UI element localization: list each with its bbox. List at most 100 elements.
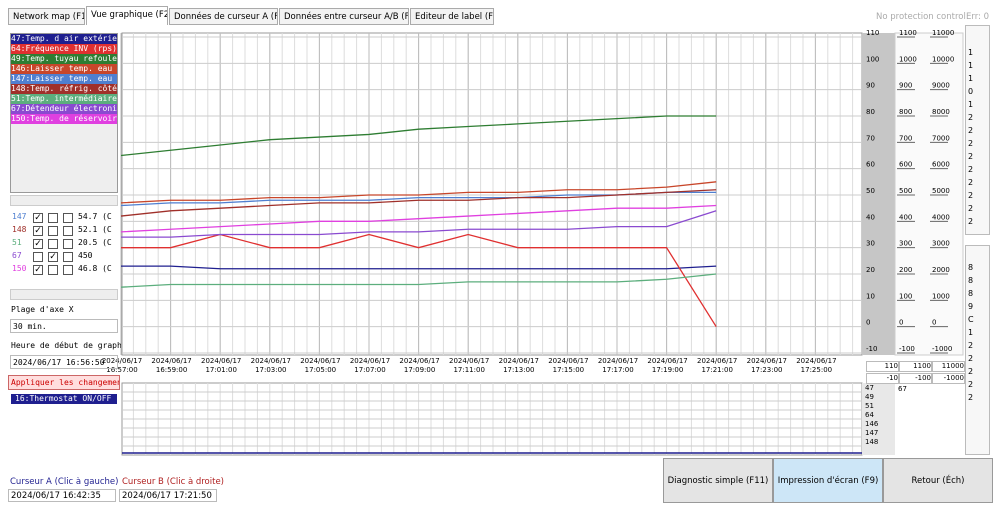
x-tick-label: 2024/06/17 17:23:00 xyxy=(746,357,787,374)
y2-tick-label: 1000 xyxy=(899,55,917,63)
tab[interactable]: Données entre curseur A/B (F4) xyxy=(279,8,409,25)
checkbox[interactable]: ✓ xyxy=(33,239,43,249)
y3-tick-label: 11000 xyxy=(932,29,954,37)
y3-tick-label: 8000 xyxy=(932,108,950,116)
checkbox[interactable]: ✓ xyxy=(48,252,58,262)
strip-char: 1 xyxy=(968,74,974,83)
tab[interactable]: Editeur de label (F5) xyxy=(410,8,494,25)
strip-char: 2 xyxy=(968,191,974,200)
button[interactable]: Retour (Éch) xyxy=(883,458,993,503)
x-tick-label: 2024/06/17 17:11:00 xyxy=(449,357,490,374)
button[interactable]: Impression d'écran (F9) xyxy=(773,458,883,503)
strip-char: 2 xyxy=(968,354,974,363)
strip xyxy=(965,245,990,455)
range-min: -1000 xyxy=(932,373,965,384)
strip-char: 2 xyxy=(968,204,974,213)
checkbox[interactable] xyxy=(63,265,73,275)
checkbox[interactable]: ✓ xyxy=(33,226,43,236)
checkbox[interactable] xyxy=(33,252,43,262)
x-tick-label: 2024/06/17 16:57:00 xyxy=(101,357,143,374)
strip-char: 2 xyxy=(968,380,974,389)
strip-char: 2 xyxy=(968,341,974,350)
y2-tick-label: 800 xyxy=(899,108,912,116)
y3-tick-label: -1000 xyxy=(932,345,952,353)
h-scrollbar xyxy=(10,195,118,206)
y2-tick-label: 0 xyxy=(899,319,903,327)
strip-char: 1 xyxy=(968,328,974,337)
input[interactable]: 2024/06/17 16:56:50 xyxy=(10,355,118,369)
legend-item: 64:Fréquence INV (rps) xyxy=(11,44,117,54)
cursor-b-label: Curseur B (Clic à droite) xyxy=(122,477,224,487)
row-value: 20.5 (C xyxy=(78,238,112,247)
select[interactable]: 30 min. xyxy=(10,319,118,333)
strip-char: 2 xyxy=(968,217,974,226)
strip-char: 2 xyxy=(968,139,974,148)
id-label: 146 xyxy=(865,420,879,428)
x-tick-label: 2024/06/17 17:15:00 xyxy=(548,357,589,374)
y-tick-label: 20 xyxy=(866,266,875,274)
range-min: -100 xyxy=(899,373,932,384)
y2-tick-label: 1100 xyxy=(899,29,917,37)
y2-tick-label: 500 xyxy=(899,187,912,195)
y-tick-label: 110 xyxy=(866,29,879,37)
apply-button[interactable]: Appliquer les changements xyxy=(8,375,120,390)
strip-char: 2 xyxy=(968,393,974,402)
axis-panel xyxy=(894,32,964,356)
checkbox[interactable]: ✓ xyxy=(33,265,43,275)
y-tick-label: 80 xyxy=(866,108,875,116)
x-tick-label: 2024/06/17 17:19:00 xyxy=(647,357,688,374)
y3-tick-label: 9000 xyxy=(932,82,950,90)
x-tick-label: 2024/06/17 17:03:00 xyxy=(250,357,291,374)
checkbox[interactable] xyxy=(63,226,73,236)
tab[interactable]: Network map (F1) xyxy=(8,8,85,25)
checkbox[interactable]: ✓ xyxy=(33,213,43,223)
x-tick-label: 2024/06/17 17:17:00 xyxy=(597,357,639,374)
series-line xyxy=(120,204,717,233)
series-line xyxy=(121,210,717,238)
row-value: 46.8 (C xyxy=(78,264,112,273)
x-tick-label: 2024/06/17 17:07:00 xyxy=(349,357,391,374)
row-id: 67 xyxy=(12,251,22,260)
x-tick-label: 2024/06/17 17:09:00 xyxy=(399,357,440,374)
strip-char: 1 xyxy=(968,48,974,57)
range-max: 1100 xyxy=(899,361,932,372)
checkbox[interactable] xyxy=(63,239,73,249)
strip-char: 9 xyxy=(968,302,974,311)
tab[interactable]: Données de curseur A (F3) xyxy=(169,8,278,25)
x-tick-label: 2024/06/17 17:25:00 xyxy=(796,357,837,374)
row-value: 52.1 (C xyxy=(78,225,112,234)
strip-char: 0 xyxy=(968,87,974,96)
strip-char: 2 xyxy=(968,165,974,174)
strip xyxy=(965,25,990,235)
range-max: 110 xyxy=(866,361,899,372)
id-label: 147 xyxy=(865,429,879,437)
y2-tick-label: 100 xyxy=(899,292,912,300)
id-label: 49 xyxy=(865,393,874,401)
label: Heure de début de graphe xyxy=(11,341,121,350)
series-line xyxy=(120,189,717,217)
checkbox[interactable] xyxy=(63,213,73,223)
y3-tick-label: 10000 xyxy=(932,55,954,63)
strip-char: 2 xyxy=(968,367,974,376)
y-tick-label: 100 xyxy=(866,55,879,63)
checkbox[interactable] xyxy=(63,252,73,262)
row-value: 450 xyxy=(78,251,93,260)
h-scrollbar xyxy=(10,289,118,300)
tab[interactable]: Vue graphique (F2) xyxy=(86,6,168,25)
series-line xyxy=(120,115,717,157)
checkbox[interactable] xyxy=(48,213,58,223)
x-tick-label: 2024/06/17 17:01:00 xyxy=(201,357,242,374)
checkbox[interactable] xyxy=(48,239,58,249)
y2-tick-label: 600 xyxy=(899,161,912,169)
button[interactable]: Diagnostic simple (F11) xyxy=(663,458,773,503)
range-min: -10 xyxy=(866,373,899,384)
y-tick-label: 50 xyxy=(866,187,875,195)
legend-item: 47:Temp. d air extérieur xyxy=(11,34,117,44)
checkbox[interactable] xyxy=(48,226,58,236)
cursor-a-value: 2024/06/17 16:42:35 xyxy=(8,489,116,502)
strip-char: 2 xyxy=(968,113,974,122)
y3-tick-label: 4000 xyxy=(932,213,950,221)
y3-tick-label: 7000 xyxy=(932,134,950,142)
range-max: 11000 xyxy=(932,361,965,372)
checkbox[interactable] xyxy=(48,265,58,275)
